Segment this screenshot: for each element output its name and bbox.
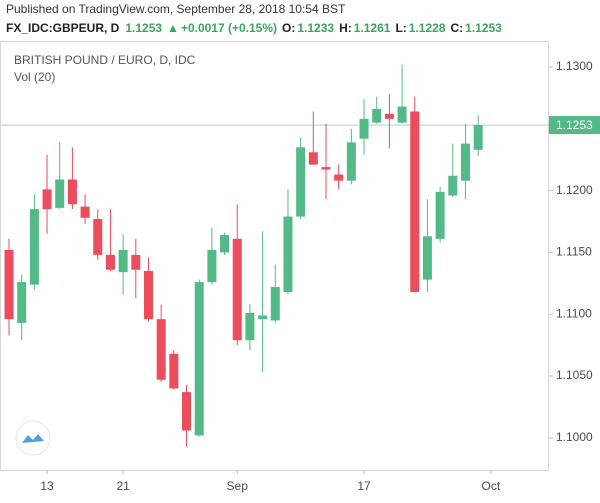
candle-body xyxy=(105,254,115,270)
price-tag xyxy=(549,116,600,135)
candle-body xyxy=(156,319,166,380)
change: +0.0017 (+0.15%) xyxy=(181,21,277,35)
candle-body xyxy=(182,392,192,431)
candle-body xyxy=(67,179,77,205)
candle-body xyxy=(207,249,217,283)
candle-body xyxy=(118,249,128,273)
price-tag-label: 1.1253 xyxy=(556,118,593,132)
candle-body xyxy=(232,238,242,341)
candle-body xyxy=(410,111,420,292)
symbol: FX_IDC:GBPEUR, D xyxy=(6,21,120,35)
y-tick-label: 1.1100 xyxy=(556,306,592,320)
candle-body xyxy=(258,315,268,320)
candle-body xyxy=(372,108,382,123)
candle-body xyxy=(143,270,153,320)
legend-title: BRITISH POUND / EURO, D, IDC xyxy=(14,53,196,67)
plot-frame xyxy=(0,41,549,471)
candle-body xyxy=(245,312,255,341)
candle-body xyxy=(283,216,293,292)
open-label: O: xyxy=(282,21,295,35)
quote-line: FX_IDC:GBPEUR, D 1.1253 ▲ +0.0017 (+0.15%) O… xyxy=(6,21,502,35)
low-label: L: xyxy=(395,21,406,35)
candle-body xyxy=(131,254,141,270)
change-arrow: ▲ xyxy=(167,21,179,35)
candle-body xyxy=(435,191,445,239)
candle-body xyxy=(55,179,65,208)
candle-body xyxy=(359,118,369,139)
legend-volume: Vol (20) xyxy=(14,70,55,84)
candle-body xyxy=(296,147,306,217)
candle-body xyxy=(270,287,280,321)
candle-body xyxy=(220,235,230,253)
candle-body xyxy=(42,189,52,210)
y-tick-label: 1.1050 xyxy=(556,368,593,382)
candle-body xyxy=(473,125,483,150)
candle-body xyxy=(334,174,344,181)
candle-body xyxy=(346,142,356,181)
candle-body xyxy=(448,175,458,196)
candle-body xyxy=(384,113,394,119)
y-tick-label: 1.1200 xyxy=(556,183,593,197)
open-value: 1.1233 xyxy=(297,21,334,35)
x-tick-label: 13 xyxy=(40,479,54,493)
y-tick-label: 1.1150 xyxy=(556,245,592,259)
close-label: C: xyxy=(450,21,463,35)
x-tick-label: 21 xyxy=(116,479,130,493)
x-tick-label: 17 xyxy=(357,479,371,493)
y-tick-label: 1.1300 xyxy=(556,59,593,73)
candle-body xyxy=(422,236,432,280)
candle-body xyxy=(93,219,103,255)
candle-body xyxy=(29,209,39,285)
candle-body xyxy=(321,167,331,170)
x-tick-label: Oct xyxy=(482,479,501,493)
logo xyxy=(15,420,51,456)
candle-body xyxy=(460,143,470,181)
candle-body xyxy=(308,152,318,165)
candle-body xyxy=(4,249,14,320)
candle-body xyxy=(80,206,90,218)
last-price: 1.1253 xyxy=(125,21,162,35)
candle-body xyxy=(397,106,407,123)
high-value: 1.1261 xyxy=(354,21,391,35)
published-note: Published on TradingView.com, September … xyxy=(6,2,346,16)
candle-body xyxy=(194,282,204,436)
x-tick-label: Sep xyxy=(227,479,249,493)
high-label: H: xyxy=(339,21,352,35)
close-value: 1.1253 xyxy=(465,21,502,35)
low-value: 1.1228 xyxy=(409,21,446,35)
y-tick-label: 1.1000 xyxy=(556,430,593,444)
candle-body xyxy=(169,353,179,389)
candle-body xyxy=(17,282,27,323)
